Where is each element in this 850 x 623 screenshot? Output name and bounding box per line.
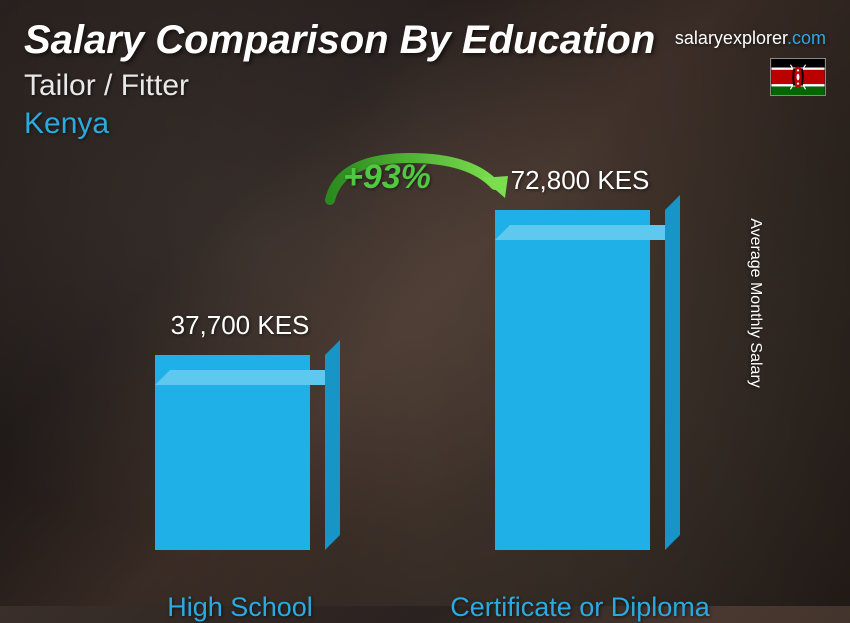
- x-label-high-school: High School: [140, 592, 340, 623]
- bar-high-school: 37,700 KES: [140, 310, 340, 550]
- x-label-certificate: Certificate or Diploma: [440, 592, 720, 623]
- attribution-prefix: salaryexplorer: [675, 28, 787, 48]
- bar-certificate-diploma: 72,800 KES: [480, 165, 680, 550]
- country-label: Kenya: [24, 107, 826, 141]
- bar-value-label: 72,800 KES: [480, 165, 680, 196]
- salary-bar-chart: 37,700 KES 72,800 KES: [120, 180, 760, 550]
- bar-value-label: 37,700 KES: [140, 310, 340, 341]
- bar-3d: [495, 210, 665, 550]
- attribution: salaryexplorer.com: [675, 28, 826, 49]
- job-subtitle: Tailor / Fitter: [24, 69, 826, 103]
- kenya-flag-icon: [770, 58, 826, 96]
- y-axis-label: Average Monthly Salary: [746, 218, 764, 388]
- attribution-suffix: .com: [787, 28, 826, 48]
- bar-3d: [155, 355, 325, 550]
